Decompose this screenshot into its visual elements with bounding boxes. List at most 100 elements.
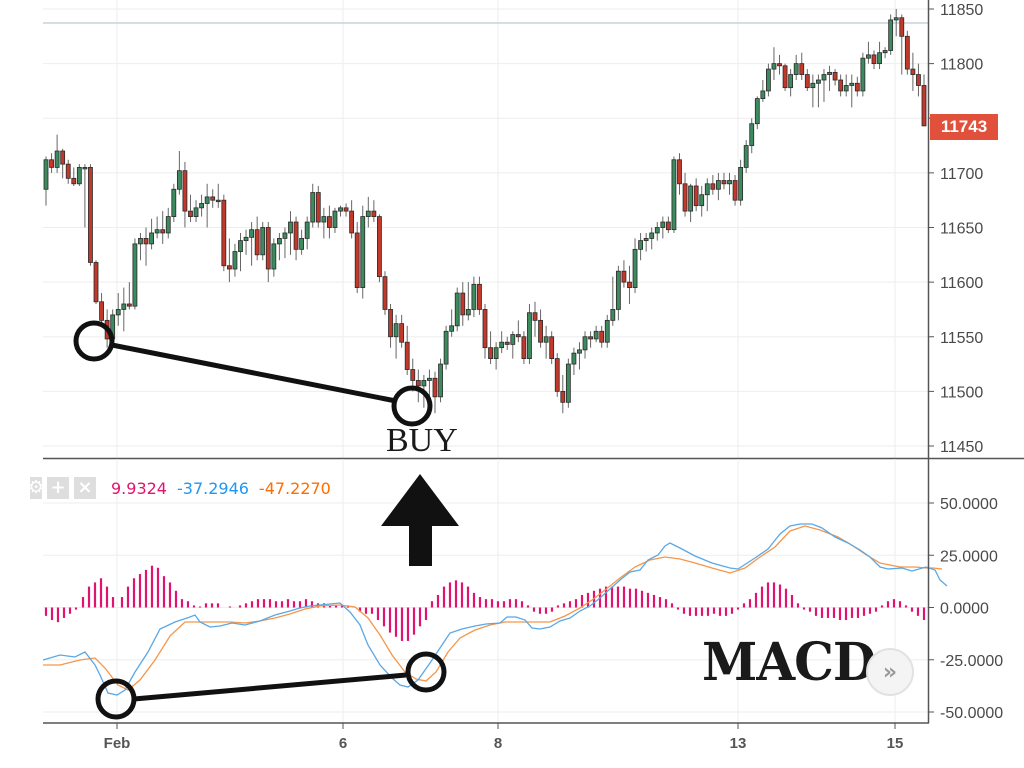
candle-up xyxy=(743,145,749,168)
candle-up xyxy=(282,232,288,239)
candle-up xyxy=(604,319,610,343)
candle-down xyxy=(88,167,93,263)
macd-line xyxy=(42,523,948,696)
candle-up xyxy=(304,221,310,239)
candle-down xyxy=(382,276,388,310)
legend-histogram-value: 9.9324 xyxy=(111,478,167,498)
candle-up xyxy=(238,240,243,252)
candle-down xyxy=(515,334,521,338)
candle-down xyxy=(404,341,410,370)
candle-up xyxy=(165,216,171,234)
time-axis-label: 6 xyxy=(339,735,347,752)
candle-up xyxy=(321,216,327,223)
candle-down xyxy=(854,82,860,92)
candle-up xyxy=(271,243,277,270)
candle-down xyxy=(777,63,782,67)
price-axis[interactable]: 11850 11800 11700 11650 11600 11550 11500 11450 xyxy=(928,2,983,456)
price-axis-label: 11800 xyxy=(940,57,983,74)
candle-up xyxy=(421,380,427,387)
time-axis-label: 8 xyxy=(494,735,502,752)
candle-down xyxy=(538,319,543,343)
candlestick-series[interactable] xyxy=(43,9,927,414)
macd-axis-label: 25.0000 xyxy=(940,548,998,565)
candle-down xyxy=(343,207,349,212)
candle-down xyxy=(388,309,393,338)
macd-axis-label: 50.0000 xyxy=(940,496,998,513)
price-grid xyxy=(43,8,928,447)
candle-up xyxy=(338,207,343,212)
candle-up xyxy=(299,238,305,250)
candle-down xyxy=(349,210,355,234)
time-axis[interactable]: Feb 6 8 13 15 xyxy=(104,723,904,752)
candle-up xyxy=(816,79,821,84)
plus-icon: + xyxy=(50,477,66,498)
candle-up xyxy=(499,341,505,349)
time-axis-label: 15 xyxy=(887,735,904,752)
candle-up xyxy=(138,238,143,245)
buy-arrow-icon xyxy=(381,474,459,566)
candle-down xyxy=(682,183,688,212)
price-low-1-circle-icon xyxy=(73,320,115,362)
candle-down xyxy=(910,68,916,75)
candle-up xyxy=(215,199,221,203)
time-axis-label: Feb xyxy=(104,735,131,752)
candle-down xyxy=(371,210,377,217)
price-axis-label: 11500 xyxy=(940,384,983,401)
candle-down xyxy=(477,283,482,310)
candle-up xyxy=(465,309,471,316)
current-price-tag: 11743 xyxy=(930,114,998,140)
candle-down xyxy=(804,74,810,89)
candle-up xyxy=(893,17,899,21)
candle-up xyxy=(204,196,210,204)
candle-down xyxy=(693,185,699,207)
price-axis-label: 11550 xyxy=(940,330,983,347)
candle-up xyxy=(471,283,477,310)
macd-axis-label: -50.0000 xyxy=(940,705,1003,722)
candle-down xyxy=(254,229,260,256)
candle-down xyxy=(554,358,560,392)
candle-up xyxy=(810,82,816,89)
macd-legend: ⚙ + × 9.9324 -37.2946 -47.2270 xyxy=(27,476,331,500)
candle-up xyxy=(232,251,238,270)
candle-down xyxy=(504,341,510,345)
candle-up xyxy=(577,349,582,354)
macd-histogram xyxy=(44,565,926,641)
remove-indicator-button[interactable]: × xyxy=(74,477,96,499)
candle-up xyxy=(260,227,266,256)
candle-down xyxy=(315,192,321,223)
candle-up xyxy=(638,240,643,250)
price-axis-label: 11600 xyxy=(940,275,983,292)
candle-up xyxy=(510,334,516,345)
add-indicator-button[interactable]: + xyxy=(47,477,69,499)
settings-icon[interactable]: ⚙ xyxy=(27,477,45,499)
candle-up xyxy=(288,221,293,234)
candle-up xyxy=(360,216,366,288)
candle-up xyxy=(882,50,888,54)
macd-axis[interactable]: 50.0000 25.0000 0.0000 -25.0000 -50.0000 xyxy=(928,496,1003,722)
candle-up xyxy=(121,303,127,310)
candle-down xyxy=(488,347,493,359)
candle-up xyxy=(699,194,705,207)
candle-down xyxy=(221,199,227,267)
candle-up xyxy=(821,74,827,81)
candle-down xyxy=(732,180,738,201)
candle-up xyxy=(243,236,249,242)
candle-up xyxy=(310,192,316,223)
candle-down xyxy=(65,163,71,179)
candle-up xyxy=(760,90,766,99)
macd-axis-label: 0.0000 xyxy=(940,601,989,618)
candle-down xyxy=(665,221,671,231)
candle-up xyxy=(438,363,443,398)
candle-down xyxy=(521,336,527,360)
candle-down xyxy=(415,380,421,387)
candle-up xyxy=(193,207,199,217)
scroll-to-realtime-button[interactable]: » xyxy=(866,648,914,696)
price-divergence-line xyxy=(111,342,397,404)
candle-down xyxy=(49,159,54,168)
candle-down xyxy=(265,227,271,270)
candle-down xyxy=(377,216,382,278)
candle-up xyxy=(738,167,744,201)
candle-up xyxy=(276,238,282,245)
candle-up xyxy=(671,159,677,231)
